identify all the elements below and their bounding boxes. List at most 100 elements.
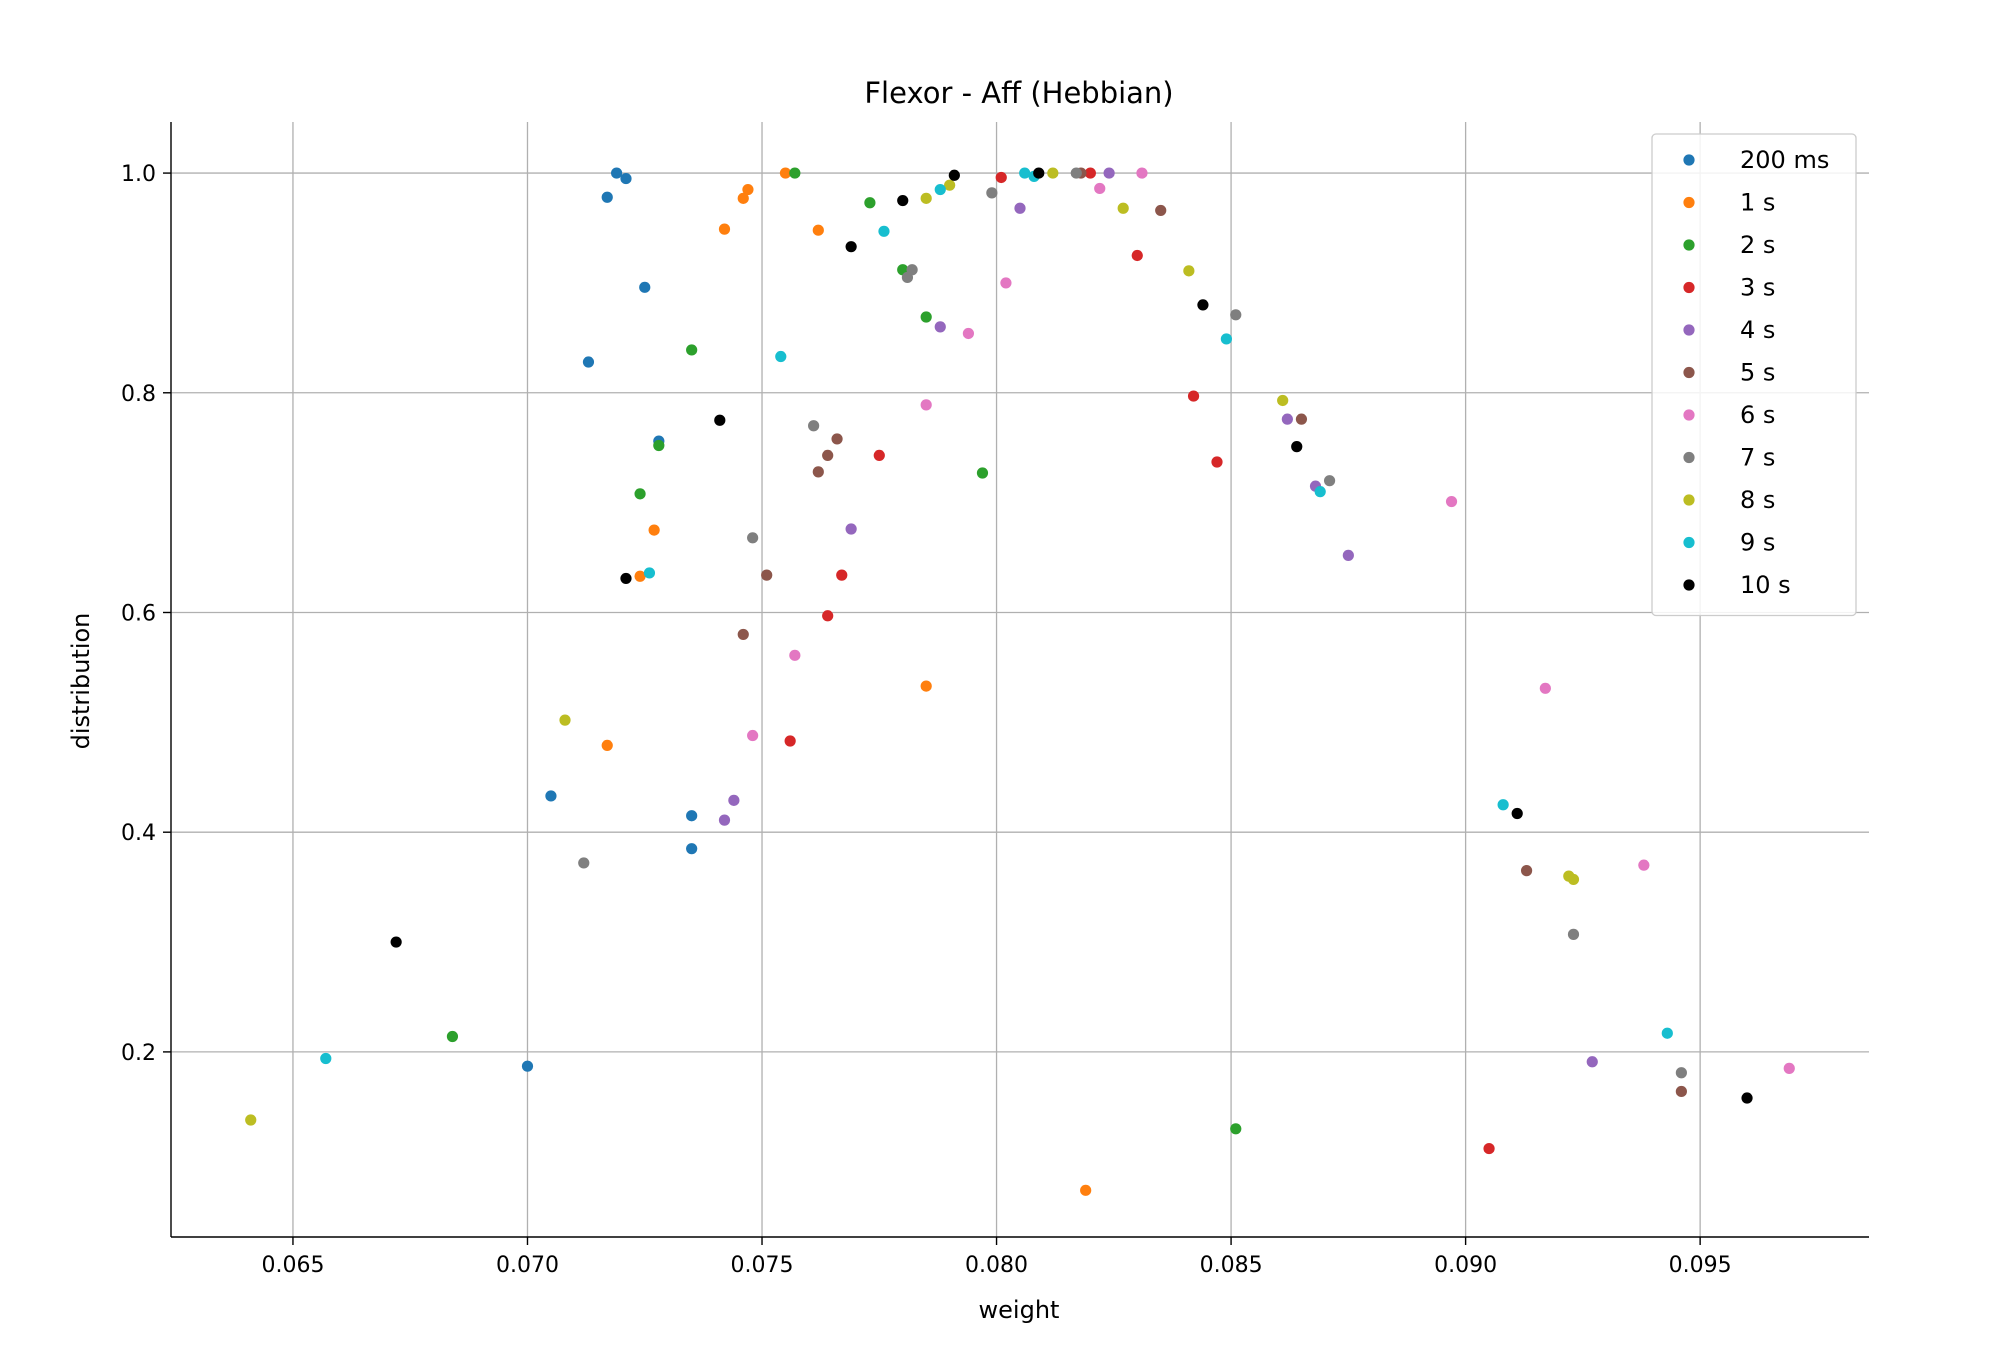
data-point — [320, 1052, 332, 1065]
data-point — [446, 1030, 459, 1043]
data-point — [808, 420, 820, 432]
data-point — [1783, 1062, 1795, 1074]
data-point — [1033, 167, 1045, 179]
data-point — [1314, 486, 1326, 498]
legend-marker — [1683, 409, 1695, 421]
legend-marker — [1683, 536, 1695, 549]
data-point — [831, 433, 843, 445]
data-point — [1211, 456, 1223, 468]
y-tick-label: 1.0 — [121, 162, 156, 187]
data-point — [742, 183, 754, 196]
data-point — [559, 714, 571, 726]
x-tick-label: 0.080 — [965, 1253, 1028, 1278]
data-point — [1520, 865, 1533, 877]
x-tick-label: 0.075 — [731, 1253, 794, 1278]
series-7 — [578, 167, 1687, 1079]
x-tick-label: 0.070 — [496, 1253, 559, 1278]
data-point — [1155, 204, 1167, 217]
data-point — [747, 729, 759, 742]
data-point — [653, 439, 665, 452]
legend: 200 ms 1 s 2 s 3 s 4 s 5 s 6 s 7 s 8 s 9 s 10 s — [1651, 133, 1857, 617]
data-point — [761, 569, 773, 581]
data-point — [1000, 277, 1012, 289]
data-point — [601, 739, 613, 752]
data-point — [1497, 799, 1509, 811]
data-point — [1295, 413, 1308, 425]
data-point — [648, 524, 660, 536]
x-tick-label: 0.090 — [1434, 1253, 1497, 1278]
data-point — [836, 569, 848, 581]
data-point — [747, 532, 759, 544]
data-point — [1277, 394, 1289, 407]
data-point — [718, 223, 731, 235]
data-point — [789, 649, 801, 661]
data-point — [737, 192, 749, 204]
data-point — [920, 311, 932, 323]
data-point — [1539, 682, 1551, 694]
data-point — [1230, 309, 1242, 321]
data-point — [1567, 873, 1580, 886]
data-point — [1291, 441, 1303, 453]
data-point — [1342, 549, 1354, 561]
data-point — [920, 192, 932, 204]
data-point — [611, 167, 623, 179]
data-point — [1323, 475, 1336, 487]
data-point — [718, 814, 731, 826]
legend-marker — [1683, 324, 1695, 336]
series-4 — [718, 167, 1598, 1068]
data-point — [845, 523, 857, 535]
legend-label: 200 ms — [1740, 146, 1829, 174]
axes: 0.065 0.070 0.075 0.080 0.085 0.090 0.095 0.2 0.… — [121, 122, 1869, 1278]
data-point — [1220, 333, 1232, 345]
series-5 — [737, 167, 1687, 1098]
data-point — [1094, 182, 1106, 195]
y-tick-label: 0.4 — [121, 821, 156, 846]
data-point — [1445, 495, 1458, 508]
chart-title: Flexor - Aff (Hebbian) — [864, 76, 1173, 110]
data-point — [1183, 265, 1195, 277]
legend-label: 5 s — [1740, 359, 1775, 387]
data-point — [948, 169, 960, 181]
data-point — [601, 191, 613, 203]
data-point — [1483, 1142, 1495, 1155]
legend-box — [1651, 133, 1857, 617]
data-point — [1586, 1056, 1598, 1068]
legend-marker — [1683, 239, 1695, 251]
data-point — [686, 810, 698, 822]
legend-marker — [1683, 281, 1695, 294]
data-point — [1136, 167, 1148, 179]
series-10 — [390, 167, 1753, 1104]
data-point — [1070, 167, 1082, 179]
data-point — [1187, 390, 1200, 402]
data-point — [390, 936, 402, 948]
data-points — [245, 167, 1795, 1196]
grid-lines — [171, 122, 1869, 1237]
legend-label: 1 s — [1740, 189, 1775, 217]
data-point — [873, 449, 885, 462]
data-point — [1281, 413, 1293, 425]
data-point — [995, 171, 1007, 184]
legend-marker — [1683, 451, 1695, 464]
data-point — [822, 449, 834, 462]
y-tick-label: 0.8 — [121, 382, 156, 407]
data-point — [934, 183, 946, 196]
legend-label: 3 s — [1740, 274, 1775, 302]
data-point — [634, 488, 646, 500]
data-point — [897, 194, 909, 207]
legend-label: 6 s — [1740, 401, 1775, 429]
data-point — [779, 167, 792, 179]
series-8 — [245, 167, 1580, 1126]
data-point — [1131, 249, 1143, 262]
y-tick-label: 0.2 — [121, 1041, 156, 1066]
data-point — [578, 857, 590, 869]
data-point — [634, 570, 646, 582]
legend-label: 9 s — [1740, 529, 1775, 557]
data-point — [1675, 1085, 1687, 1098]
x-axis-label: weight — [979, 1296, 1060, 1324]
data-point — [1103, 167, 1115, 179]
data-point — [1117, 202, 1129, 214]
data-point — [812, 466, 824, 478]
data-point — [934, 321, 946, 333]
data-point — [1638, 859, 1650, 871]
